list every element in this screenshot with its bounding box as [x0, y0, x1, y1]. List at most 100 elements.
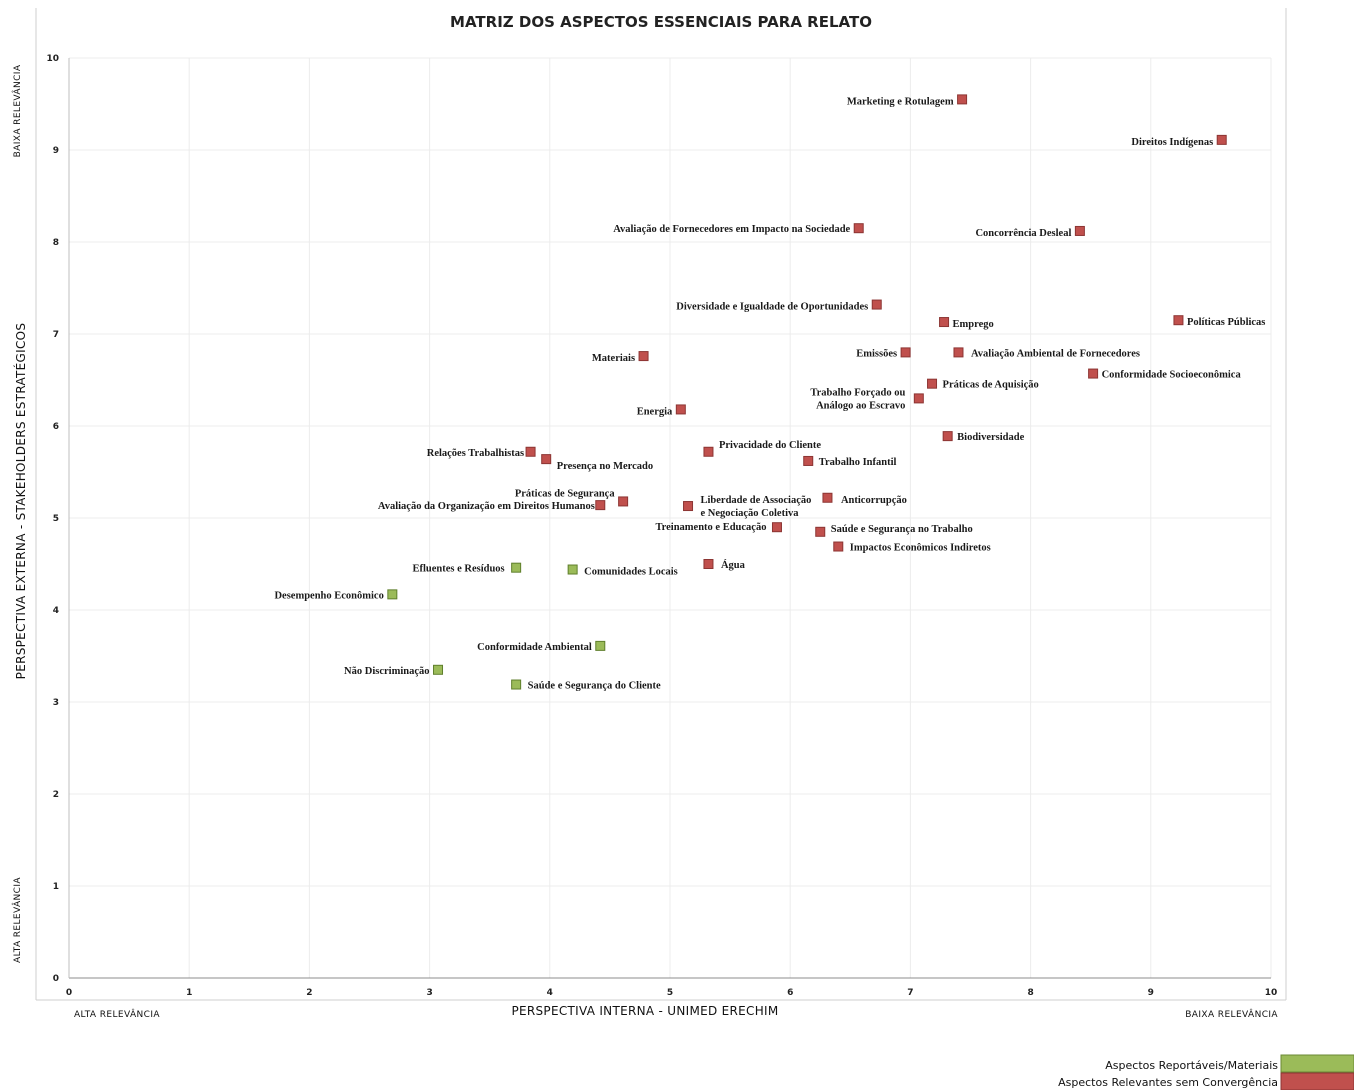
data-point-label: Avaliação Ambiental de Fornecedores: [971, 348, 1140, 359]
x-tick-label: 0: [66, 988, 72, 998]
data-point-label: Direitos Indígenas: [1131, 137, 1213, 148]
data-point-label: Relações Trabalhistas: [427, 448, 524, 459]
data-point-label: Anticorrupção: [841, 495, 907, 506]
data-point-marker: [1216, 134, 1227, 145]
data-point-marker: [683, 501, 694, 512]
data-point-marker: [511, 679, 522, 690]
y-tick-label: 3: [53, 698, 59, 708]
data-point-label: Materiais: [592, 353, 635, 364]
data-point-marker: [433, 664, 444, 675]
data-point-marker: [1088, 368, 1099, 379]
legend-entry-label: Aspectos Reportáveis/Materiais: [1105, 1059, 1278, 1072]
data-point-label: Avaliação da Organização em Direitos Hum…: [378, 501, 595, 512]
x-axis-label: PERSPECTIVA INTERNA - UNIMED ERECHIM: [511, 1004, 778, 1018]
data-point-label: Desempenho Econômico: [274, 590, 383, 601]
data-point-marker: [927, 378, 938, 389]
data-point-label: Marketing e Rotulagem: [847, 96, 954, 107]
legend: Aspectos Reportáveis/Materiais Aspectos …: [1058, 1054, 1354, 1090]
data-point-label: Biodiversidade: [957, 432, 1024, 443]
x-tick-label: 5: [667, 988, 673, 998]
data-point-label: Água: [721, 559, 746, 571]
y-tick-label: 4: [53, 606, 59, 616]
data-point-label: Diversidade e Igualdade de Oportunidades: [676, 302, 868, 313]
data-point-marker: [511, 562, 522, 573]
data-point-label: Saúde e Segurança do Cliente: [528, 681, 661, 692]
x-tick-labels: 0 1 2 3 4 5 6 7 8 9 10: [66, 988, 1277, 998]
data-point-marker: [900, 347, 911, 358]
y-tick-label: 8: [53, 238, 59, 248]
data-point-label: Emprego: [953, 319, 994, 330]
y-tick-label: 7: [53, 330, 59, 340]
data-point-marker: [638, 351, 649, 362]
x-high-relevance-label: BAIXA RELEVÂNCIA: [1185, 1008, 1278, 1020]
legend-swatch-green: [1280, 1054, 1354, 1073]
legend-entry-label: Aspectos Relevantes sem Convergência: [1058, 1076, 1278, 1089]
gridlines: [69, 57, 1272, 978]
data-point-marker: [618, 496, 629, 507]
data-point-label: Saúde e Segurança no Trabalho: [831, 524, 973, 535]
data-point-marker: [913, 393, 924, 404]
data-point-label: Liberdade de Associação e Negociação Cole…: [701, 495, 812, 519]
data-point-marker: [567, 564, 578, 575]
data-point-label: Treinamento e Educação: [655, 522, 766, 533]
data-point-marker: [525, 446, 536, 457]
data-point-label: Emissões: [856, 348, 897, 359]
data-point-label: Trabalho Forçado ou Análogo ao Escravo: [810, 387, 905, 411]
y-high-relevance-label: BAIXA RELEVÂNCIA: [11, 64, 23, 157]
data-point-marker: [1173, 315, 1184, 326]
data-point-marker: [953, 347, 964, 358]
axes: [68, 58, 1271, 979]
data-point-marker: [942, 431, 953, 442]
data-point-marker: [803, 455, 814, 466]
x-tick-label: 4: [547, 988, 553, 998]
data-point-marker: [541, 454, 552, 465]
x-tick-label: 7: [907, 988, 913, 998]
data-point-label: Privacidade do Cliente: [719, 440, 821, 451]
y-tick-label: 9: [53, 146, 59, 156]
data-point-marker: [387, 589, 398, 600]
y-tick-labels: 0 1 2 3 4 5 6 7 8 9 10: [46, 54, 59, 984]
data-point-label: Avaliação de Fornecedores em Impacto na …: [613, 224, 850, 235]
x-tick-label: 8: [1027, 988, 1033, 998]
data-point-label: Políticas Públicas: [1187, 317, 1265, 328]
data-point-marker: [703, 559, 714, 569]
data-point-label: Impactos Econômicos Indiretos: [850, 543, 991, 554]
data-point-label: Energia: [637, 406, 673, 417]
data-point-label: Comunidades Locais: [584, 567, 678, 578]
x-tick-label: 2: [306, 988, 312, 998]
x-tick-label: 1: [186, 988, 192, 998]
data-point-marker: [871, 299, 882, 310]
chart-title: MATRIZ DOS ASPECTOS ESSENCIAIS PARA RELA…: [450, 13, 872, 31]
x-tick-label: 9: [1148, 988, 1154, 998]
data-point-marker: [675, 404, 686, 415]
data-point-marker: [822, 492, 833, 503]
data-point-marker: [771, 522, 782, 533]
y-tick-label: 6: [53, 422, 59, 432]
data-point-marker: [853, 223, 864, 234]
data-point-marker: [957, 94, 968, 105]
x-low-relevance-label: ALTA RELEVÂNCIA: [74, 1008, 160, 1020]
data-point-marker: [939, 317, 950, 328]
data-point-marker: [595, 640, 606, 651]
y-tick-label: 2: [53, 790, 59, 800]
y-low-relevance-label: ALTA RELEVÂNCIA: [11, 877, 23, 963]
y-axis-label: PERSPECTIVA EXTERNA - STAKEHOLDERS ESTRA…: [13, 323, 28, 680]
data-point-marker: [595, 500, 606, 511]
legend-swatch-red: [1280, 1072, 1354, 1090]
data-point-marker: [703, 446, 714, 457]
x-tick-label: 3: [426, 988, 432, 998]
data-point-marker: [833, 541, 844, 552]
data-point-label: Trabalho Infantil: [819, 457, 897, 468]
data-point-label: Práticas de Segurança: [515, 488, 615, 499]
data-point-label: Presença no Mercado: [557, 461, 653, 472]
data-point-label: Conformidade Ambiental: [477, 642, 592, 653]
data-point-label: Práticas de Aquisição: [943, 380, 1039, 391]
data-points: [387, 94, 1227, 690]
data-point-label: Efluentes e Resíduos: [412, 564, 504, 575]
y-tick-label: 1: [53, 882, 59, 892]
data-point-marker: [1074, 225, 1085, 236]
data-point-labels: Efluentes e Resíduos Comunidades Locais De…: [274, 96, 1265, 691]
y-tick-label: 0: [53, 974, 59, 984]
data-point-label: Concorrência Desleal: [975, 228, 1071, 239]
